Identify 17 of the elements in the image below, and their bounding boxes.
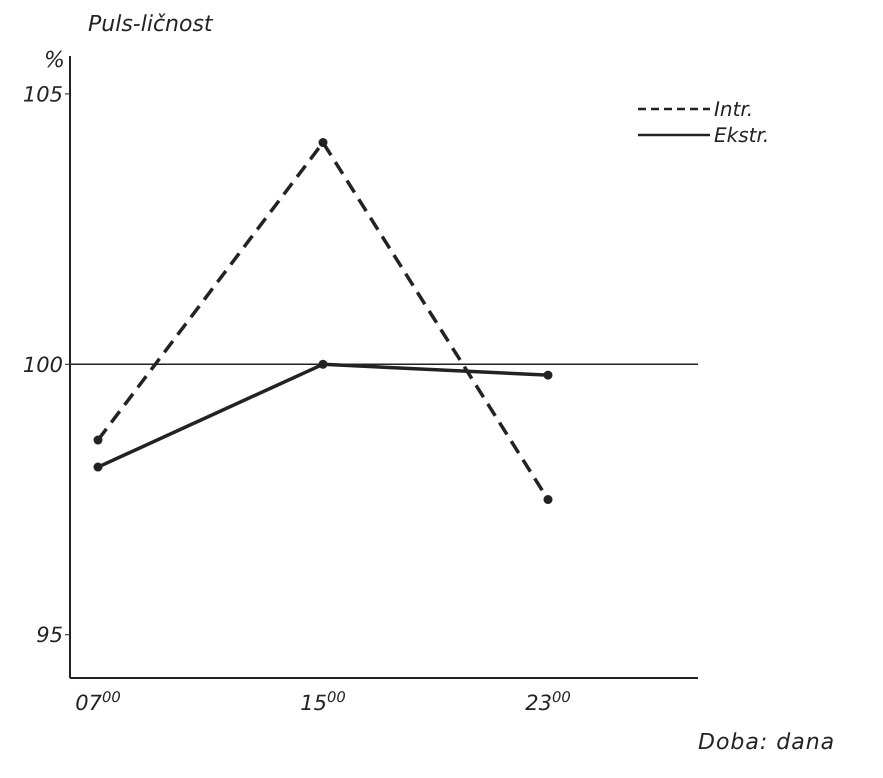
y-tick-label: 105 <box>22 82 63 106</box>
point <box>94 462 102 472</box>
y-tick-label: 100 <box>22 352 63 377</box>
x-tick-label: 15$^{00}$ <box>300 688 346 715</box>
y-tick-label: 95 <box>36 623 63 648</box>
x-tick-label: 23$^{00}$ <box>525 688 571 715</box>
y-axis-title: % <box>44 48 65 73</box>
point <box>544 370 552 380</box>
x-axis-title: Doba: dana <box>698 730 836 755</box>
point <box>318 360 328 369</box>
point <box>544 495 552 504</box>
chart-title: Puls-ličnost <box>88 12 213 37</box>
x-tick-label: 07$^{00}$ <box>75 688 121 715</box>
point <box>94 436 102 445</box>
legend-label: Intr. <box>714 97 754 121</box>
legend-label: Ekstr. <box>714 123 770 147</box>
point <box>318 138 328 148</box>
